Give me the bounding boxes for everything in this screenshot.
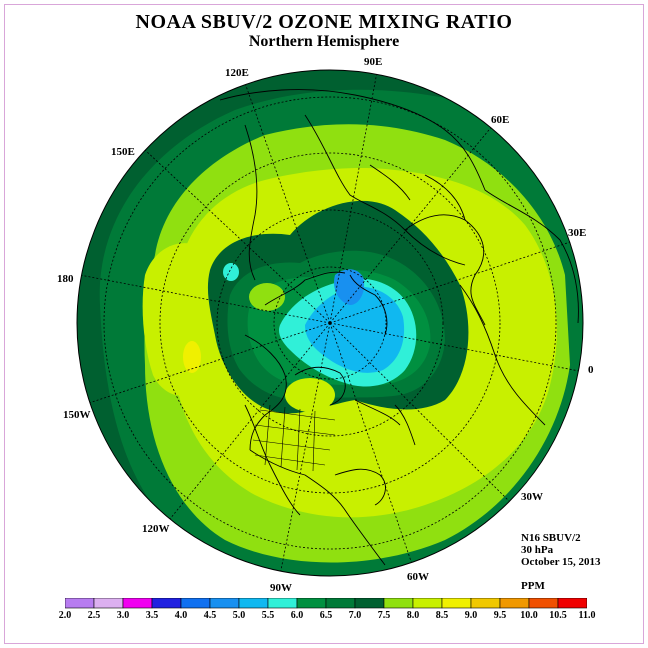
lon-label-120e: 120E bbox=[225, 67, 249, 79]
polar-map bbox=[76, 69, 584, 577]
colorbar-swatch bbox=[122, 598, 153, 609]
lon-label-30w: 30W bbox=[521, 491, 543, 503]
west-cyan-spot bbox=[223, 263, 239, 281]
colorbar-swatch bbox=[180, 598, 211, 609]
colorbar-swatch bbox=[93, 598, 124, 609]
units-label: PPM bbox=[521, 580, 545, 592]
colorbar-label: 10.5 bbox=[549, 610, 567, 621]
map-boundary bbox=[76, 69, 584, 577]
west-yellow-green bbox=[142, 243, 212, 396]
colorbar-label: 2.5 bbox=[87, 610, 101, 621]
lon-label-150e: 150E bbox=[111, 146, 135, 158]
south-yellow-green bbox=[325, 463, 385, 507]
colorbar-swatch bbox=[557, 598, 587, 609]
lon-label-60e: 60E bbox=[491, 114, 510, 126]
map-title: NOAA SBUV/2 OZONE MIXING RATIO bbox=[135, 11, 513, 33]
colorbar-swatch bbox=[499, 598, 530, 609]
colorbar-label: 8.0 bbox=[406, 610, 420, 621]
colorbar-swatch bbox=[325, 598, 356, 609]
colorbar-label: 9.0 bbox=[464, 610, 478, 621]
lon-label-90w: 90W bbox=[270, 582, 292, 594]
colorbar bbox=[65, 598, 587, 609]
colorbar-label: 2.0 bbox=[58, 610, 72, 621]
lon-label-0: 0 bbox=[588, 364, 594, 376]
alaska-hole bbox=[249, 283, 285, 311]
lon-label-150w: 150W bbox=[63, 409, 91, 421]
us-states-grid bbox=[252, 404, 336, 472]
polar-blue-core bbox=[334, 269, 365, 305]
colorbar-swatch bbox=[412, 598, 443, 609]
colorbar-swatch bbox=[383, 598, 414, 609]
date-label: October 15, 2013 bbox=[521, 556, 601, 568]
map-subtitle: Northern Hemisphere bbox=[248, 33, 400, 50]
colorbar-label: 4.0 bbox=[174, 610, 188, 621]
lon-label-90e: 90E bbox=[364, 56, 383, 68]
colorbar-label: 9.5 bbox=[493, 610, 507, 621]
lon-label-60w: 60W bbox=[407, 571, 429, 583]
coastlines bbox=[219, 89, 579, 566]
level-label: 30 hPa bbox=[521, 544, 554, 556]
instrument-label: N16 SBUV/2 bbox=[521, 532, 581, 544]
colorbar-label: 7.0 bbox=[348, 610, 362, 621]
colorbar-swatch bbox=[267, 598, 298, 609]
polar-light-blue bbox=[305, 286, 405, 373]
colorbar-label: 3.0 bbox=[116, 610, 130, 621]
colorbar-label: 5.5 bbox=[261, 610, 275, 621]
ozone-map-figure: NOAA SBUV/2 OZONE MIXING RATIO Northern … bbox=[4, 4, 644, 644]
colorbar-swatch bbox=[238, 598, 269, 609]
hudson-hole bbox=[285, 378, 335, 412]
colorbar-swatch bbox=[528, 598, 559, 609]
colorbar-swatch bbox=[296, 598, 327, 609]
colorbar-swatch bbox=[65, 598, 95, 609]
colorbar-swatch bbox=[441, 598, 472, 609]
colorbar-label: 10.0 bbox=[520, 610, 538, 621]
colorbar-label: 11.0 bbox=[578, 610, 596, 621]
colorbar-label: 3.5 bbox=[145, 610, 159, 621]
colorbar-swatch bbox=[151, 598, 182, 609]
colorbar-label: 7.5 bbox=[377, 610, 391, 621]
colorbar-label: 4.5 bbox=[203, 610, 217, 621]
graticule bbox=[79, 71, 580, 576]
colorbar-swatch bbox=[209, 598, 240, 609]
colorbar-swatch bbox=[354, 598, 385, 609]
colorbar-label: 8.5 bbox=[435, 610, 449, 621]
lon-label-180: 180 bbox=[57, 273, 74, 285]
lon-label-120w: 120W bbox=[142, 523, 170, 535]
colorbar-swatch bbox=[470, 598, 501, 609]
colorbar-label: 6.0 bbox=[290, 610, 304, 621]
colorbar-label: 6.5 bbox=[319, 610, 333, 621]
lon-label-30e: 30E bbox=[568, 227, 587, 239]
yellow-spot bbox=[183, 341, 201, 373]
colorbar-label: 5.0 bbox=[232, 610, 246, 621]
